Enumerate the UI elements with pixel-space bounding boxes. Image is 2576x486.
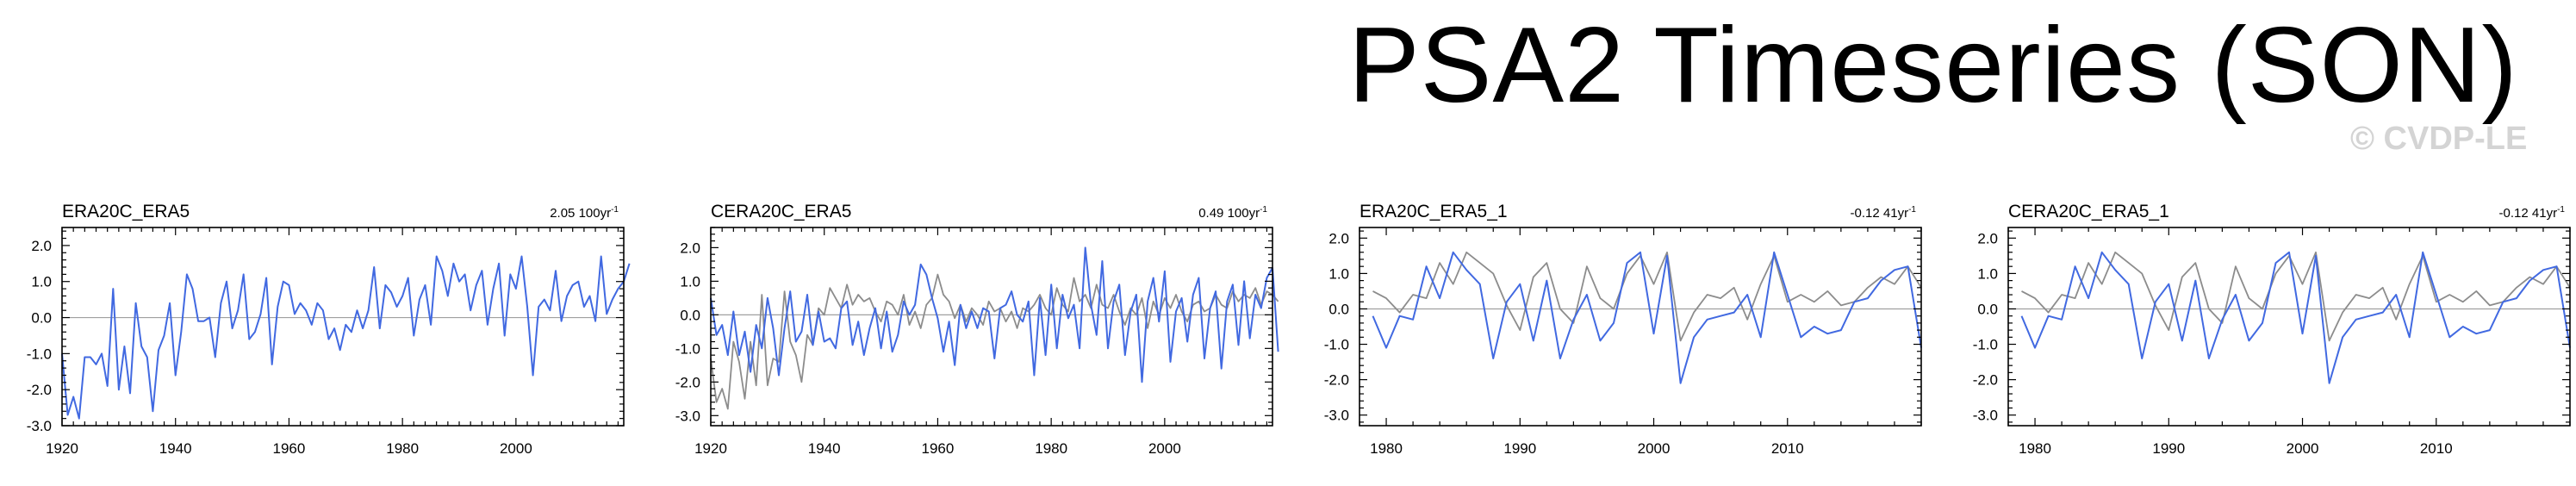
x-tick-label: 1980 [386, 440, 419, 457]
trend-label: -0.12 41yr-1 [1851, 205, 1917, 221]
y-tick-label: -1.0 [1324, 337, 1349, 353]
x-tick-label: 1920 [694, 440, 727, 457]
x-tick-label: 1940 [159, 440, 192, 457]
y-tick-label: -2.0 [675, 374, 700, 390]
y-tick-label: -2.0 [1973, 372, 1998, 389]
x-tick-label: 2010 [1771, 440, 1804, 457]
y-tick-label: -2.0 [1324, 372, 1349, 389]
chart-panel-3: ERA20C_ERA5_1 -0.12 41yr-1 2.0 1.0 0.0 -1.0 -2… [1324, 202, 1922, 457]
chart-title: CERA20C_ERA5_1 [2008, 202, 2169, 221]
x-tick-label: 1960 [273, 440, 306, 457]
x-tick-label: 2000 [500, 440, 532, 457]
trend-exponent: -1 [1260, 205, 1267, 215]
x-tick-label: 1980 [1035, 440, 1067, 457]
trend-label: -0.12 41yr-1 [2499, 205, 2566, 221]
series-line-2 [710, 246, 1279, 383]
y-tick-label: 0.0 [31, 310, 52, 327]
trend-exponent: -1 [1908, 205, 1916, 215]
y-tick-label: -2.0 [27, 382, 52, 398]
y-tick-label: -3.0 [675, 408, 700, 424]
plot-frame [710, 227, 1273, 427]
y-tick-label: 0.0 [1328, 301, 1349, 317]
x-tick-label: 1990 [2152, 440, 2185, 457]
series-line-2 [1372, 251, 1922, 384]
y-tick-label: 0.0 [1977, 301, 1998, 317]
series-line-1 [2021, 251, 2571, 342]
watermark-text: © CVDP-LE [2350, 121, 2528, 157]
y-tick-label: -3.0 [1973, 408, 1998, 424]
plot-frame [2007, 227, 2571, 427]
chart-panel-2: CERA20C_ERA5 0.49 100yr-1 2.0 1.0 0.0 -1.0 -2.… [675, 202, 1279, 457]
chart-panel-4: CERA20C_ERA5_1 -0.12 41yr-1 2.0 1.0 0.0 -1.0 -… [1973, 202, 2571, 457]
x-tick-label: 1940 [808, 440, 841, 457]
series-line-1 [1372, 251, 1922, 342]
y-tick-label: 2.0 [31, 238, 52, 254]
x-tick-label: 1980 [2019, 440, 2051, 457]
y-tick-label: 0.0 [680, 307, 700, 323]
trend-exponent: -1 [2557, 205, 2565, 215]
y-tick-label: 1.0 [31, 274, 52, 290]
y-tick-label: 2.0 [680, 240, 700, 256]
chart-title: ERA20C_ERA5_1 [1360, 202, 1508, 221]
y-tick-label: 2.0 [1977, 230, 1998, 246]
chart-title: CERA20C_ERA5 [711, 202, 851, 221]
x-tick-label: 2000 [1638, 440, 1671, 457]
x-tick-label: 1980 [1370, 440, 1403, 457]
trend-value: -0.12 41yr [2499, 206, 2558, 221]
trend-label: 2.05 100yr-1 [550, 205, 619, 221]
plot-frame [61, 227, 625, 427]
trend-exponent: -1 [611, 205, 619, 215]
series-line-1 [61, 255, 631, 420]
x-tick-label: 2010 [2420, 440, 2453, 457]
chart-panel-1: ERA20C_ERA5 2.05 100yr-1 2.0 1.0 0.0 -1.0 -2.0… [27, 202, 631, 457]
x-tick-label: 1960 [922, 440, 955, 457]
y-tick-label: 1.0 [1328, 265, 1349, 282]
y-tick-label: -1.0 [1973, 337, 1998, 353]
page-title: PSA2 Timeseries (SON) [1348, 6, 2518, 125]
series-line-2 [2020, 251, 2571, 384]
y-tick-label: -1.0 [27, 346, 52, 362]
y-tick-label: -3.0 [27, 418, 52, 434]
chart-title: ERA20C_ERA5 [62, 202, 190, 221]
y-tick-label: -3.0 [1324, 408, 1349, 424]
trend-label: 0.49 100yr-1 [1198, 205, 1267, 221]
trend-value: 0.49 100yr [1198, 206, 1260, 221]
y-tick-label: 1.0 [680, 273, 700, 290]
trend-value: -0.12 41yr [1851, 206, 1909, 221]
x-tick-label: 2000 [2287, 440, 2319, 457]
y-tick-label: 1.0 [1977, 265, 1998, 282]
x-tick-label: 2000 [1148, 440, 1181, 457]
y-tick-label: 2.0 [1328, 230, 1349, 246]
x-tick-label: 1990 [1503, 440, 1536, 457]
y-tick-label: -1.0 [675, 340, 700, 357]
x-tick-label: 1920 [46, 440, 78, 457]
trend-value: 2.05 100yr [550, 206, 611, 221]
plot-frame [1359, 227, 1922, 427]
